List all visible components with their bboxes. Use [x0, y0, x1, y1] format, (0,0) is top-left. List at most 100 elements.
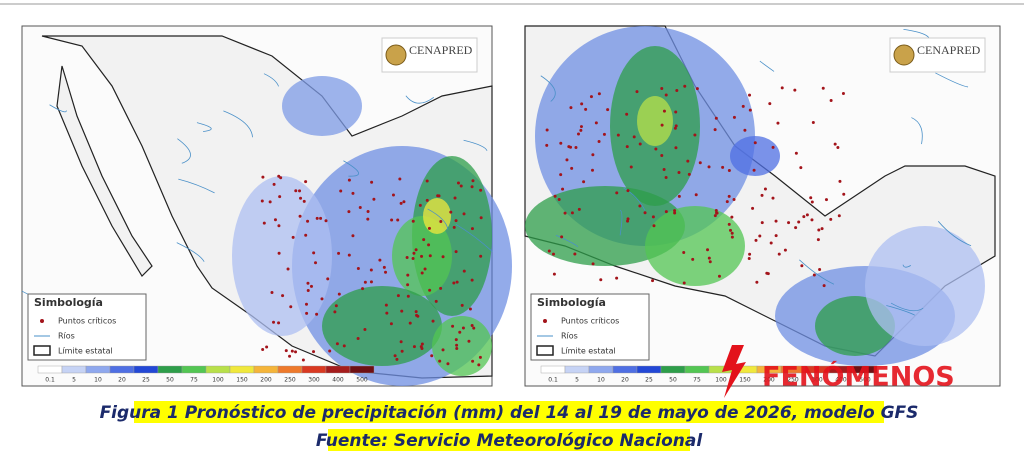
scale-swatch — [133, 365, 159, 374]
critical-point — [434, 299, 438, 303]
scale-swatch — [229, 365, 255, 374]
critical-point — [272, 182, 276, 186]
critical-point — [412, 251, 416, 255]
critical-point — [425, 198, 429, 202]
river — [263, 73, 279, 87]
critical-point — [372, 197, 376, 201]
critical-point — [309, 284, 313, 288]
critical-point — [673, 211, 677, 215]
critical-point — [382, 265, 386, 269]
critical-point — [384, 270, 388, 274]
critical-point — [573, 252, 577, 256]
scale-swatch — [349, 365, 375, 374]
critical-point — [660, 153, 664, 157]
logo-emblem — [385, 44, 407, 66]
precipitation-area — [865, 226, 985, 346]
critical-point — [584, 107, 588, 111]
critical-point — [570, 166, 574, 170]
critical-point — [674, 124, 678, 128]
critical-point — [599, 278, 603, 282]
scale-label: 50 — [166, 377, 174, 384]
legend-symbol — [543, 319, 547, 323]
critical-point — [802, 215, 806, 219]
critical-point — [660, 123, 664, 127]
critical-point — [625, 145, 629, 149]
critical-point — [753, 141, 757, 145]
river — [799, 259, 835, 285]
critical-point — [597, 92, 601, 96]
scale-swatch — [612, 365, 638, 374]
critical-point — [559, 173, 563, 177]
critical-point — [817, 228, 821, 232]
critical-point — [820, 227, 824, 231]
critical-point — [771, 145, 775, 149]
critical-point — [389, 322, 393, 326]
critical-point — [460, 303, 464, 307]
critical-point — [408, 321, 412, 325]
critical-point — [752, 168, 756, 172]
critical-point — [673, 209, 677, 213]
critical-point — [405, 256, 409, 260]
critical-point — [470, 185, 474, 189]
critical-point — [437, 194, 441, 198]
critical-point — [732, 197, 736, 201]
critical-point — [616, 133, 620, 137]
scale-swatch — [684, 365, 710, 374]
critical-point — [574, 146, 578, 150]
critical-point — [755, 280, 759, 284]
critical-point — [748, 93, 752, 97]
critical-point — [441, 255, 445, 259]
critical-point — [391, 193, 395, 197]
critical-point — [428, 288, 432, 292]
critical-point — [261, 347, 265, 351]
critical-point — [265, 345, 269, 349]
critical-point — [837, 214, 841, 218]
scale-label: 20 — [621, 377, 629, 384]
critical-point — [760, 221, 764, 225]
critical-point — [545, 143, 549, 147]
maps: CENAPRED Simbología Puntos críticos Ríos Lím… — [21, 25, 1001, 387]
critical-point — [390, 218, 394, 222]
critical-point — [363, 328, 367, 332]
critical-point — [559, 141, 563, 145]
critical-point — [277, 251, 281, 255]
critical-point — [579, 125, 583, 129]
critical-point — [793, 88, 797, 92]
critical-point — [446, 362, 450, 366]
critical-point — [304, 233, 308, 237]
critical-point — [277, 321, 281, 325]
scale-label: 100 — [212, 377, 224, 384]
critical-point — [799, 166, 803, 170]
scale-swatch — [564, 365, 590, 374]
critical-point — [400, 309, 404, 313]
critical-point — [334, 304, 338, 308]
logo-box — [381, 37, 478, 73]
critical-point — [824, 198, 828, 202]
critical-point — [635, 90, 639, 94]
critical-point — [467, 339, 471, 343]
scale-swatch — [636, 365, 662, 374]
critical-point — [626, 219, 630, 223]
scale-swatch — [253, 365, 279, 374]
critical-point — [358, 206, 362, 210]
scale-swatch — [277, 365, 303, 374]
critical-point — [284, 349, 288, 353]
critical-point — [366, 217, 370, 221]
critical-point — [771, 196, 775, 200]
critical-point — [776, 121, 780, 125]
legend-item: Ríos — [561, 332, 578, 341]
critical-point — [842, 192, 846, 196]
critical-point — [273, 218, 277, 222]
critical-point — [794, 226, 798, 230]
critical-point — [454, 219, 458, 223]
critical-point — [727, 194, 731, 198]
critical-point — [768, 102, 772, 106]
critical-point — [428, 254, 432, 258]
critical-point — [810, 200, 814, 204]
critical-point — [398, 177, 402, 181]
scale-swatch — [61, 365, 87, 374]
critical-point — [638, 142, 642, 146]
legend: Simbología Puntos críticos Ríos Límite esta… — [530, 293, 650, 361]
caption-highlight — [134, 401, 884, 423]
scale-swatch — [205, 365, 231, 374]
